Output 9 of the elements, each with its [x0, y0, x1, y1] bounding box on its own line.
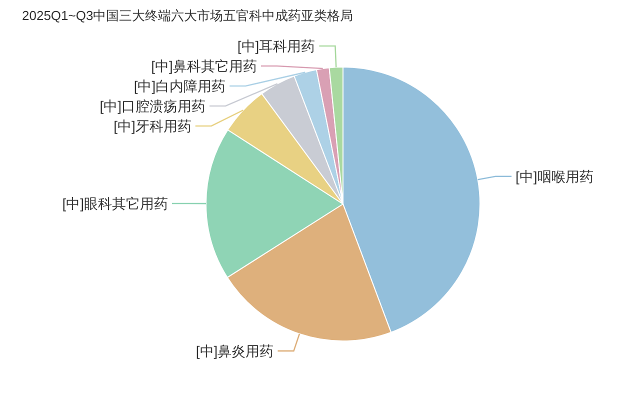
slice-label: [中]口腔溃疡用药 [100, 98, 206, 114]
slice-label: [中]白内障用药 [134, 78, 226, 94]
slice-label: [中]眼科其它用药 [62, 196, 168, 212]
slice-label: [中]耳科用药 [237, 38, 316, 54]
slice-label: [中]鼻科其它用药 [151, 58, 257, 74]
chart-title: 2025Q1~Q3中国三大终端六大市场五官科中成药亚类格局 [22, 8, 354, 23]
slice-label: [中]鼻炎用药 [196, 342, 274, 359]
slice-label: [中]咽喉用药 [516, 168, 594, 184]
slice-label: [中]牙科用药 [114, 118, 192, 134]
